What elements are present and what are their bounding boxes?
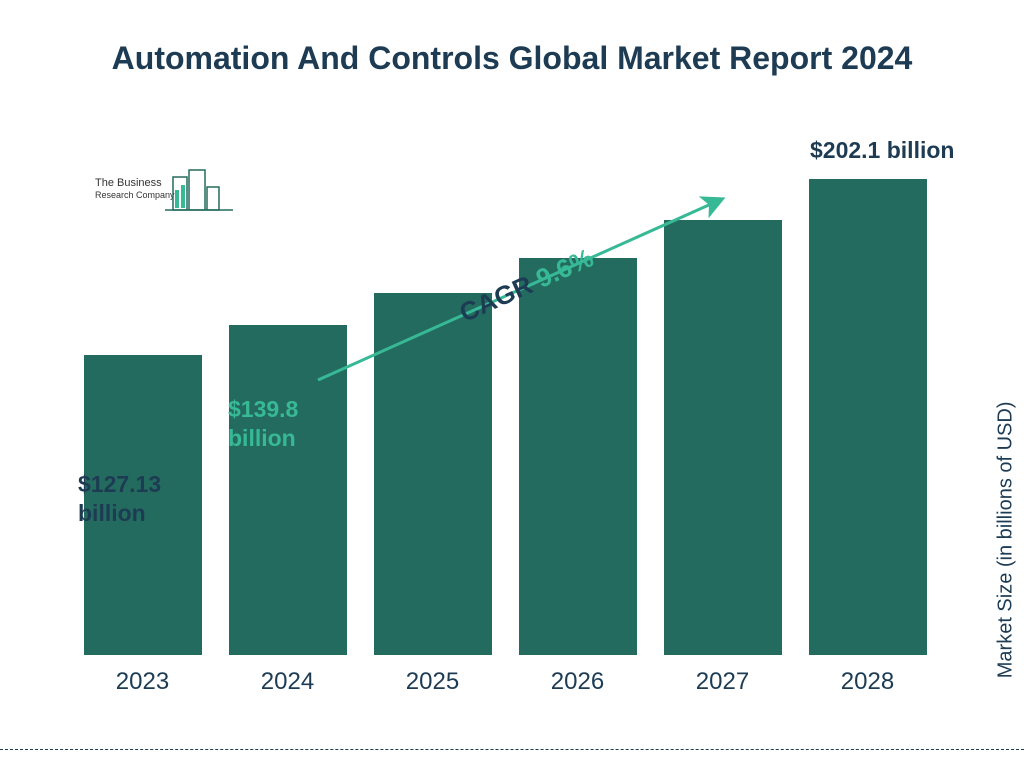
bar-group — [795, 179, 940, 655]
bar-group — [505, 258, 650, 655]
bar-group — [360, 293, 505, 655]
x-axis-label: 2024 — [215, 660, 360, 700]
bottom-divider — [0, 749, 1024, 750]
x-axis-label: 2028 — [795, 660, 940, 700]
x-axis-label: 2027 — [650, 660, 795, 700]
bar — [374, 293, 492, 655]
value-label: $127.13billion — [78, 470, 161, 528]
bar — [664, 220, 782, 655]
x-axis-labels: 202320242025202620272028 — [70, 660, 940, 700]
x-axis-label: 2025 — [360, 660, 505, 700]
bars-container — [70, 160, 940, 655]
value-label: $202.1 billion — [810, 136, 954, 165]
bar — [809, 179, 927, 655]
x-axis-label: 2023 — [70, 660, 215, 700]
value-label: $139.8billion — [228, 395, 298, 453]
chart-title: Automation And Controls Global Market Re… — [0, 38, 1024, 80]
bar — [519, 258, 637, 655]
chart-area: 202320242025202620272028 — [70, 160, 940, 700]
bar-group — [650, 220, 795, 655]
x-axis-label: 2026 — [505, 660, 650, 700]
bar — [229, 325, 347, 655]
y-axis-label: Market Size (in billions of USD) — [995, 402, 1018, 679]
bar-group — [215, 325, 360, 655]
